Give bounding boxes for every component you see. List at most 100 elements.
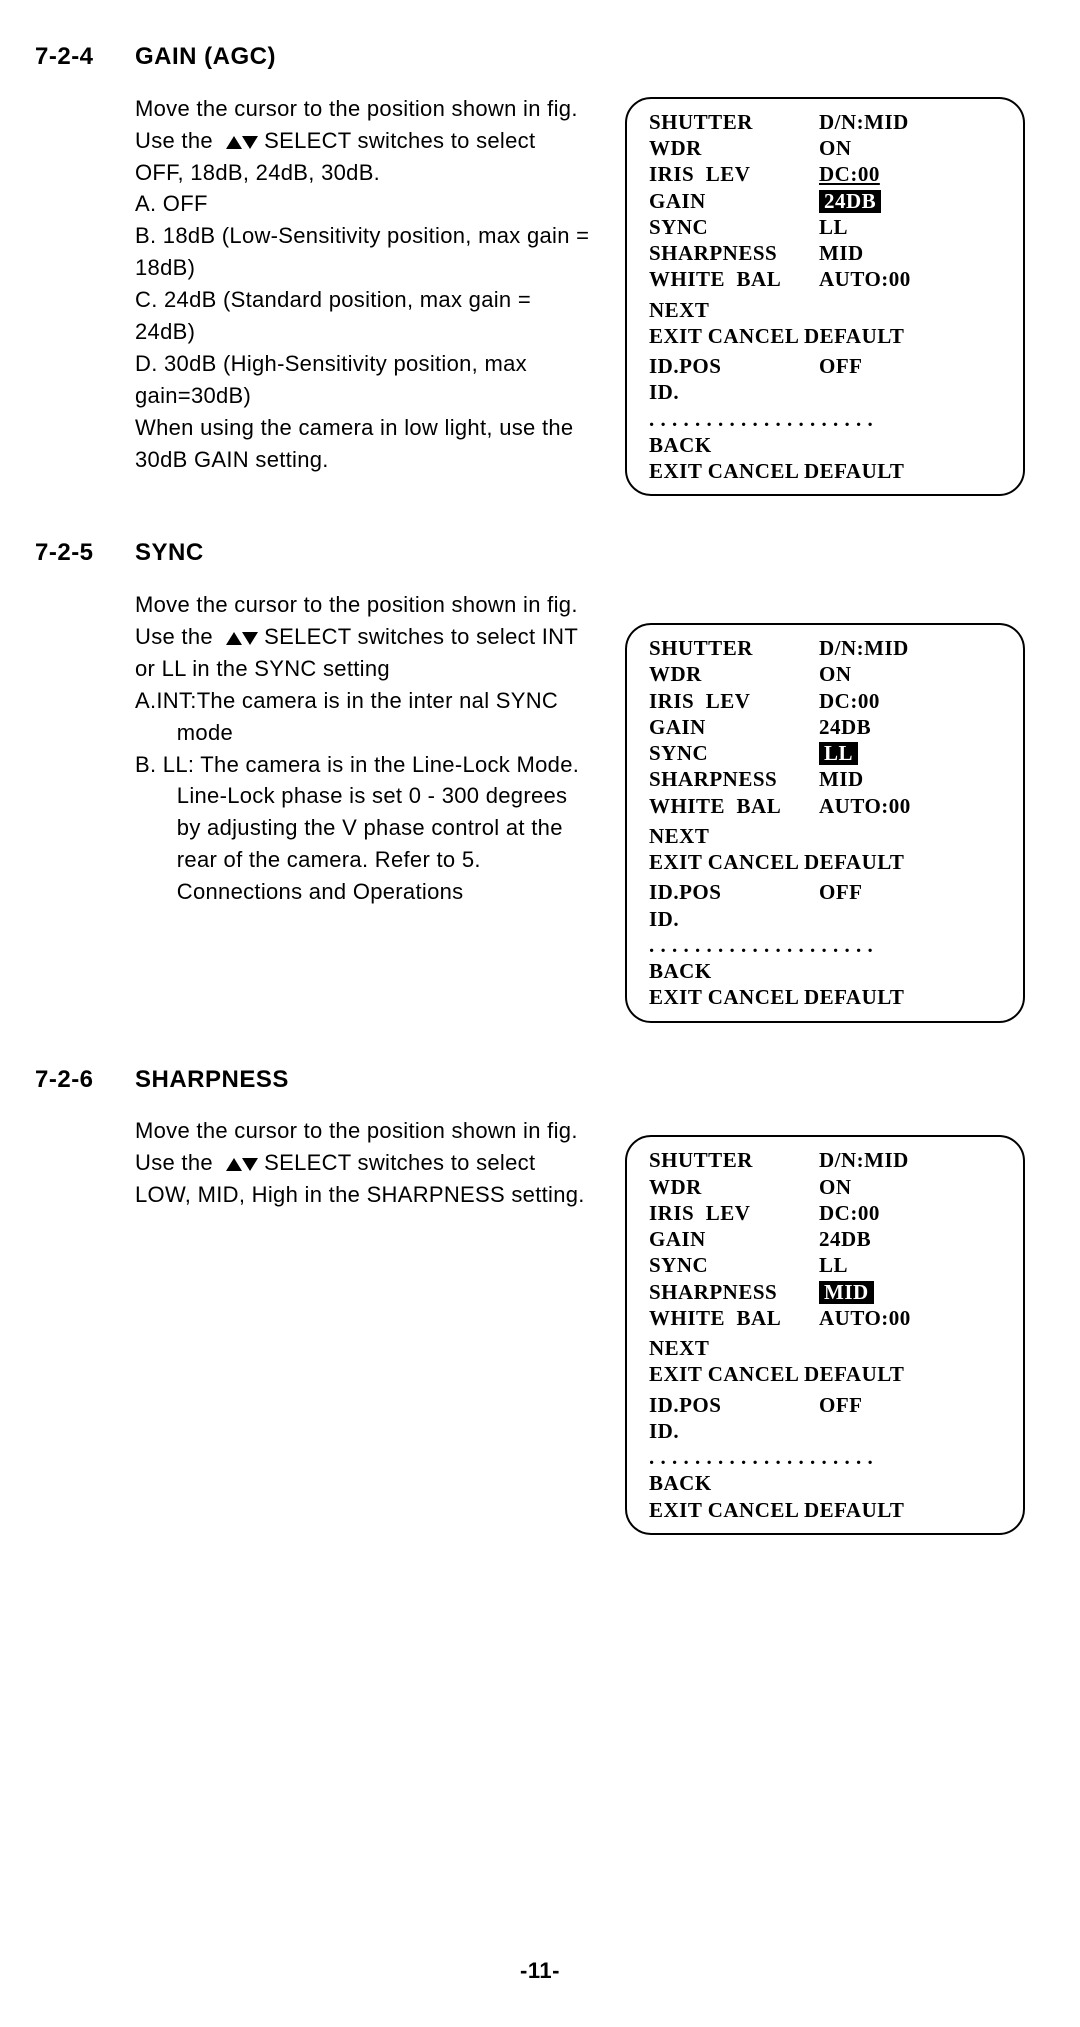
panel-value: 24DB bbox=[819, 1226, 871, 1252]
panel-back: BACK bbox=[649, 1470, 1005, 1496]
panel-exit-line: EXIT CANCEL DEFAULT bbox=[649, 323, 1005, 349]
section-title: GAIN (AGC) bbox=[135, 40, 276, 75]
panel-value: D/N:MID bbox=[819, 1147, 909, 1173]
section-7-2-5: 7-2-5 SYNC Move the cursor to the positi… bbox=[35, 536, 1045, 1022]
panel-value: D/N:MID bbox=[819, 635, 909, 661]
panel-label: SYNC bbox=[649, 214, 819, 240]
panel-label: GAIN bbox=[649, 714, 819, 740]
panel-value: DC:00 bbox=[819, 1200, 880, 1226]
panel-value: AUTO:00 bbox=[819, 266, 911, 292]
heading: 7-2-6 SHARPNESS bbox=[35, 1063, 1045, 1098]
line: A.INT:The camera is in the inter nal SYN… bbox=[135, 685, 590, 749]
panel-value: ON bbox=[819, 135, 852, 161]
line: B. LL: The camera is in the Line-Lock Mo… bbox=[135, 749, 590, 908]
menu-panel: SHUTTERD/N:MID WDRON IRIS LEVDC:00 GAIN2… bbox=[625, 1135, 1025, 1535]
panel-value: LL bbox=[819, 214, 848, 240]
panel-label: ID.POS bbox=[649, 353, 819, 379]
panel-label: WDR bbox=[649, 661, 819, 687]
section-number: 7-2-5 bbox=[35, 536, 135, 571]
line: Move the cursor to the position shown in… bbox=[135, 589, 590, 621]
panel-label: SHARPNESS bbox=[649, 240, 819, 266]
panel-label: ID.POS bbox=[649, 879, 819, 905]
section-title: SYNC bbox=[135, 536, 204, 571]
panel-value: DC:00 bbox=[819, 688, 880, 714]
panel-label: SHARPNESS bbox=[649, 1279, 819, 1305]
panel-dots: . . . . . . . . . . . . . . . . . . . . bbox=[649, 932, 1005, 958]
panel-value: ON bbox=[819, 661, 852, 687]
menu-panel: SHUTTERD/N:MID WDRON IRIS LEVDC:00 GAIN2… bbox=[625, 623, 1025, 1023]
panel-label: SHUTTER bbox=[649, 635, 819, 661]
panel-label: ID.POS bbox=[649, 1392, 819, 1418]
triangle-down-icon bbox=[242, 136, 258, 149]
panel-value: AUTO:00 bbox=[819, 793, 911, 819]
panel-back: BACK bbox=[649, 958, 1005, 984]
section-7-2-6: 7-2-6 SHARPNESS Move the cursor to the p… bbox=[35, 1063, 1045, 1535]
line: A. OFF bbox=[135, 188, 590, 220]
panel-back: BACK bbox=[649, 432, 1005, 458]
panel-label: WHITE BAL bbox=[649, 266, 819, 292]
panel-id: ID. bbox=[649, 1418, 1005, 1444]
panel-exit-line: EXIT CANCEL DEFAULT bbox=[649, 1361, 1005, 1387]
panel-label: WHITE BAL bbox=[649, 1305, 819, 1331]
triangle-down-icon bbox=[242, 1158, 258, 1171]
panel-value: 24DB bbox=[819, 714, 871, 740]
panel-value-highlight: 24DB bbox=[819, 190, 881, 213]
panel-label: WDR bbox=[649, 1174, 819, 1200]
panel-exit-line: EXIT CANCEL DEFAULT bbox=[649, 458, 1005, 484]
body-text: Move the cursor to the position shown in… bbox=[135, 1115, 590, 1211]
panel-label: SYNC bbox=[649, 740, 819, 766]
panel-exit-line: EXIT CANCEL DEFAULT bbox=[649, 984, 1005, 1010]
panel-value: LL bbox=[819, 1252, 848, 1278]
page-number: -11- bbox=[35, 1955, 1045, 1987]
panel-next: NEXT bbox=[649, 1335, 1005, 1361]
panel-label: SHUTTER bbox=[649, 1147, 819, 1173]
panel-label: SHARPNESS bbox=[649, 766, 819, 792]
panel-label: SYNC bbox=[649, 1252, 819, 1278]
panel-exit-line: EXIT CANCEL DEFAULT bbox=[649, 849, 1005, 875]
panel-value-highlight: MID bbox=[819, 1281, 874, 1304]
panel-value: DC:00 bbox=[819, 161, 880, 187]
panel-value-highlight: LL bbox=[819, 742, 858, 765]
panel-label: GAIN bbox=[649, 188, 819, 214]
line: Move the cursor to the position shown in… bbox=[135, 1115, 590, 1147]
panel-label: IRIS LEV bbox=[649, 161, 819, 187]
body-text: Move the cursor to the position shown in… bbox=[135, 589, 590, 908]
menu-panel: SHUTTERD/N:MID WDRON IRIS LEVDC:00 GAIN2… bbox=[625, 97, 1025, 497]
panel-id: ID. bbox=[649, 906, 1005, 932]
panel-label: WHITE BAL bbox=[649, 793, 819, 819]
line: Use the SELECT switches to select OFF, 1… bbox=[135, 125, 590, 189]
triangle-up-icon bbox=[226, 632, 242, 645]
line: Move the cursor to the position shown in… bbox=[135, 93, 590, 125]
panel-value: OFF bbox=[819, 879, 863, 905]
panel-label: GAIN bbox=[649, 1226, 819, 1252]
panel-label: WDR bbox=[649, 135, 819, 161]
section-number: 7-2-4 bbox=[35, 40, 135, 75]
line: Use the SELECT switches to select INT or… bbox=[135, 621, 590, 685]
panel-value: ON bbox=[819, 1174, 852, 1200]
heading: 7-2-5 SYNC bbox=[35, 536, 1045, 571]
line: D. 30dB (High-Sensitivity position, max … bbox=[135, 348, 590, 412]
triangle-down-icon bbox=[242, 632, 258, 645]
panel-dots: . . . . . . . . . . . . . . . . . . . . bbox=[649, 406, 1005, 432]
section-7-2-4: 7-2-4 GAIN (AGC) Move the cursor to the … bbox=[35, 40, 1045, 496]
line: When using the camera in low light, use … bbox=[135, 412, 590, 476]
panel-label: IRIS LEV bbox=[649, 1200, 819, 1226]
panel-label: IRIS LEV bbox=[649, 688, 819, 714]
panel-dots: . . . . . . . . . . . . . . . . . . . . bbox=[649, 1444, 1005, 1470]
line: B. 18dB (Low-Sensitivity position, max g… bbox=[135, 220, 590, 284]
triangle-up-icon bbox=[226, 1158, 242, 1171]
panel-value: MID bbox=[819, 240, 864, 266]
line: Use the SELECT switches to select LOW, M… bbox=[135, 1147, 590, 1211]
heading: 7-2-4 GAIN (AGC) bbox=[35, 40, 1045, 75]
panel-value: AUTO:00 bbox=[819, 1305, 911, 1331]
panel-value: OFF bbox=[819, 353, 863, 379]
panel-exit-line: EXIT CANCEL DEFAULT bbox=[649, 1497, 1005, 1523]
panel-label: SHUTTER bbox=[649, 109, 819, 135]
line: C. 24dB (Standard position, max gain = 2… bbox=[135, 284, 590, 348]
section-number: 7-2-6 bbox=[35, 1063, 135, 1098]
body-text: Move the cursor to the position shown in… bbox=[135, 93, 590, 476]
panel-next: NEXT bbox=[649, 297, 1005, 323]
section-title: SHARPNESS bbox=[135, 1063, 289, 1098]
triangle-up-icon bbox=[226, 136, 242, 149]
panel-value: OFF bbox=[819, 1392, 863, 1418]
